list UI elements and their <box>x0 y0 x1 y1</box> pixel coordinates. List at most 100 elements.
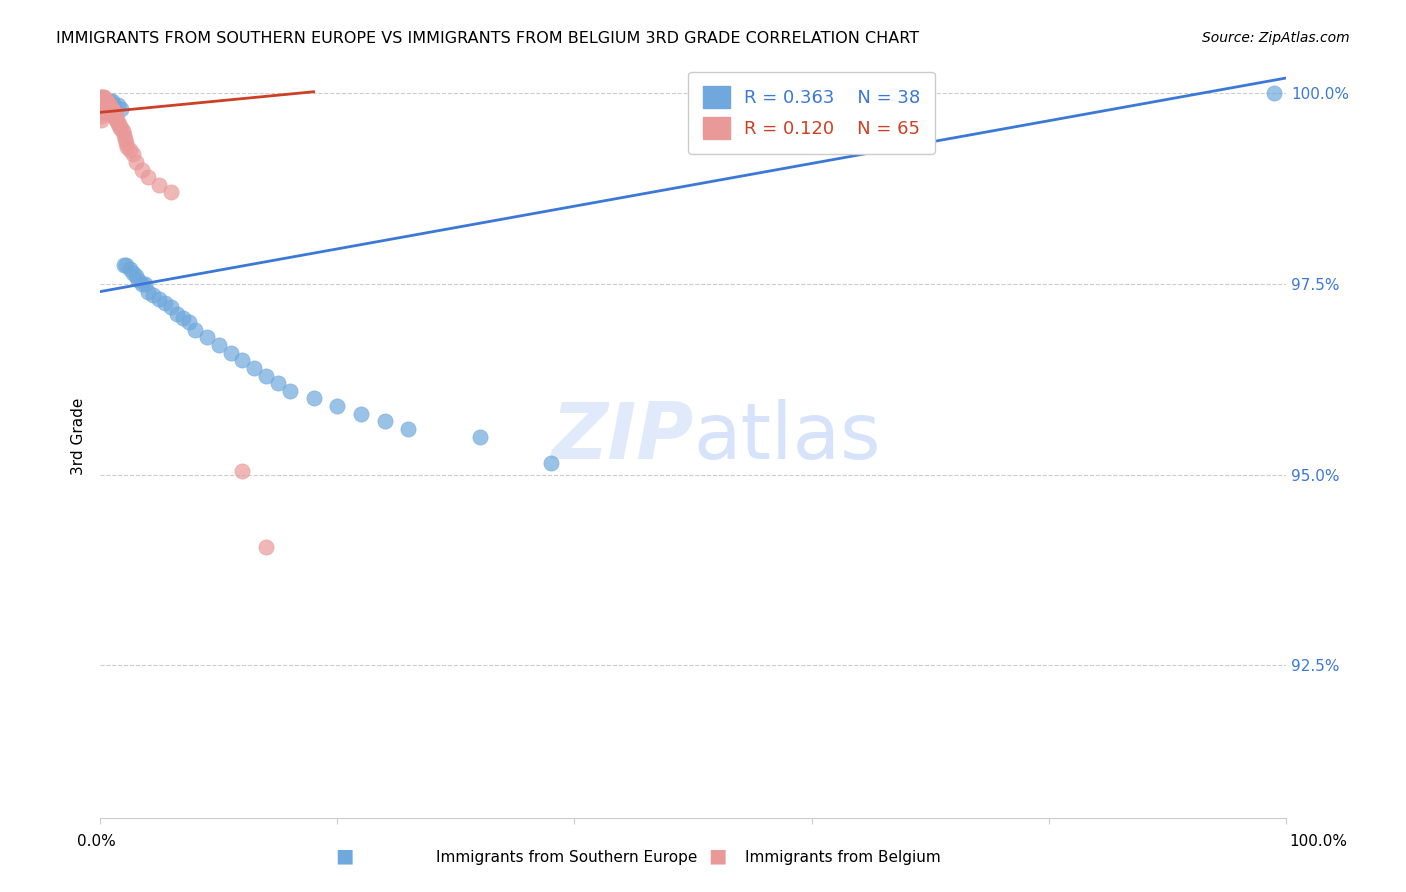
Point <box>540 456 562 470</box>
Text: 0.0%: 0.0% <box>77 834 117 849</box>
Point <box>160 300 183 314</box>
Point <box>104 113 127 128</box>
Point <box>112 128 135 143</box>
Point <box>90 90 112 104</box>
Text: Immigrants from Belgium: Immigrants from Belgium <box>745 850 941 865</box>
Text: 100.0%: 100.0% <box>1289 834 1347 849</box>
Point <box>136 285 159 299</box>
Point <box>90 113 112 128</box>
Point <box>94 97 117 112</box>
Text: Immigrants from Southern Europe: Immigrants from Southern Europe <box>436 850 697 865</box>
Point <box>243 360 266 375</box>
Point <box>125 269 148 284</box>
Point <box>254 368 277 383</box>
Point <box>97 102 120 116</box>
Point <box>96 102 118 116</box>
Point <box>177 315 200 329</box>
Point <box>96 97 118 112</box>
Text: Source: ZipAtlas.com: Source: ZipAtlas.com <box>1202 31 1350 45</box>
Point <box>110 120 132 135</box>
Point <box>101 109 124 123</box>
Point <box>374 414 396 428</box>
Point <box>94 102 117 116</box>
Point <box>117 139 139 153</box>
Point <box>195 330 218 344</box>
Point <box>1263 87 1285 101</box>
Point <box>118 144 141 158</box>
Text: IMMIGRANTS FROM SOUTHERN EUROPE VS IMMIGRANTS FROM BELGIUM 3RD GRADE CORRELATION: IMMIGRANTS FROM SOUTHERN EUROPE VS IMMIG… <box>56 31 920 46</box>
Point <box>231 464 253 478</box>
Point <box>127 273 149 287</box>
Point <box>103 109 125 123</box>
Text: atlas: atlas <box>693 399 880 475</box>
Point <box>97 105 120 120</box>
Point <box>98 105 121 120</box>
Point <box>350 407 373 421</box>
Point <box>100 102 122 116</box>
Point <box>93 105 115 120</box>
Point <box>107 117 129 131</box>
Point <box>122 147 145 161</box>
Point <box>104 109 127 123</box>
Point <box>90 102 112 116</box>
Point <box>89 90 111 104</box>
Point <box>278 384 301 398</box>
Point <box>90 109 112 123</box>
Point <box>148 178 170 192</box>
Y-axis label: 3rd Grade: 3rd Grade <box>72 398 86 475</box>
Point <box>115 258 138 272</box>
Point <box>219 345 242 359</box>
Point <box>97 97 120 112</box>
Point <box>267 376 290 391</box>
Point <box>108 117 131 131</box>
Point <box>184 323 207 337</box>
Point <box>98 94 121 108</box>
Point <box>98 102 121 116</box>
Point <box>93 97 115 112</box>
Point <box>89 94 111 108</box>
Point <box>398 422 420 436</box>
Point <box>111 124 134 138</box>
Legend: R = 0.363    N = 38, R = 0.120    N = 65: R = 0.363 N = 38, R = 0.120 N = 65 <box>689 71 935 153</box>
Point <box>134 277 156 291</box>
Point <box>254 540 277 554</box>
Text: ■: ■ <box>335 847 354 865</box>
Point <box>91 97 114 112</box>
Point <box>103 97 125 112</box>
Point <box>101 102 124 116</box>
Point <box>93 94 115 108</box>
Point <box>94 94 117 108</box>
Point <box>131 277 153 291</box>
Point <box>110 102 132 116</box>
Point <box>231 353 253 368</box>
Point <box>122 266 145 280</box>
Point <box>468 429 491 443</box>
Point <box>110 120 132 135</box>
Point <box>148 292 170 306</box>
Point <box>96 94 118 108</box>
Point <box>91 94 114 108</box>
Point <box>114 132 136 146</box>
Point <box>302 392 325 406</box>
Text: ZIP: ZIP <box>551 399 693 475</box>
Point <box>172 311 194 326</box>
Point <box>94 105 117 120</box>
Point <box>91 105 114 120</box>
Point <box>125 155 148 169</box>
Point <box>166 308 188 322</box>
Point <box>89 97 111 112</box>
Point <box>160 186 183 200</box>
Point <box>101 105 124 120</box>
Point <box>98 97 121 112</box>
Point <box>142 288 165 302</box>
Point <box>101 94 124 108</box>
Text: ■: ■ <box>707 847 727 865</box>
Point <box>93 90 115 104</box>
Point <box>101 105 124 120</box>
Point <box>136 170 159 185</box>
Point <box>100 105 122 120</box>
Point <box>94 97 117 112</box>
Point <box>90 97 112 112</box>
Point <box>94 102 117 116</box>
Point <box>90 94 112 108</box>
